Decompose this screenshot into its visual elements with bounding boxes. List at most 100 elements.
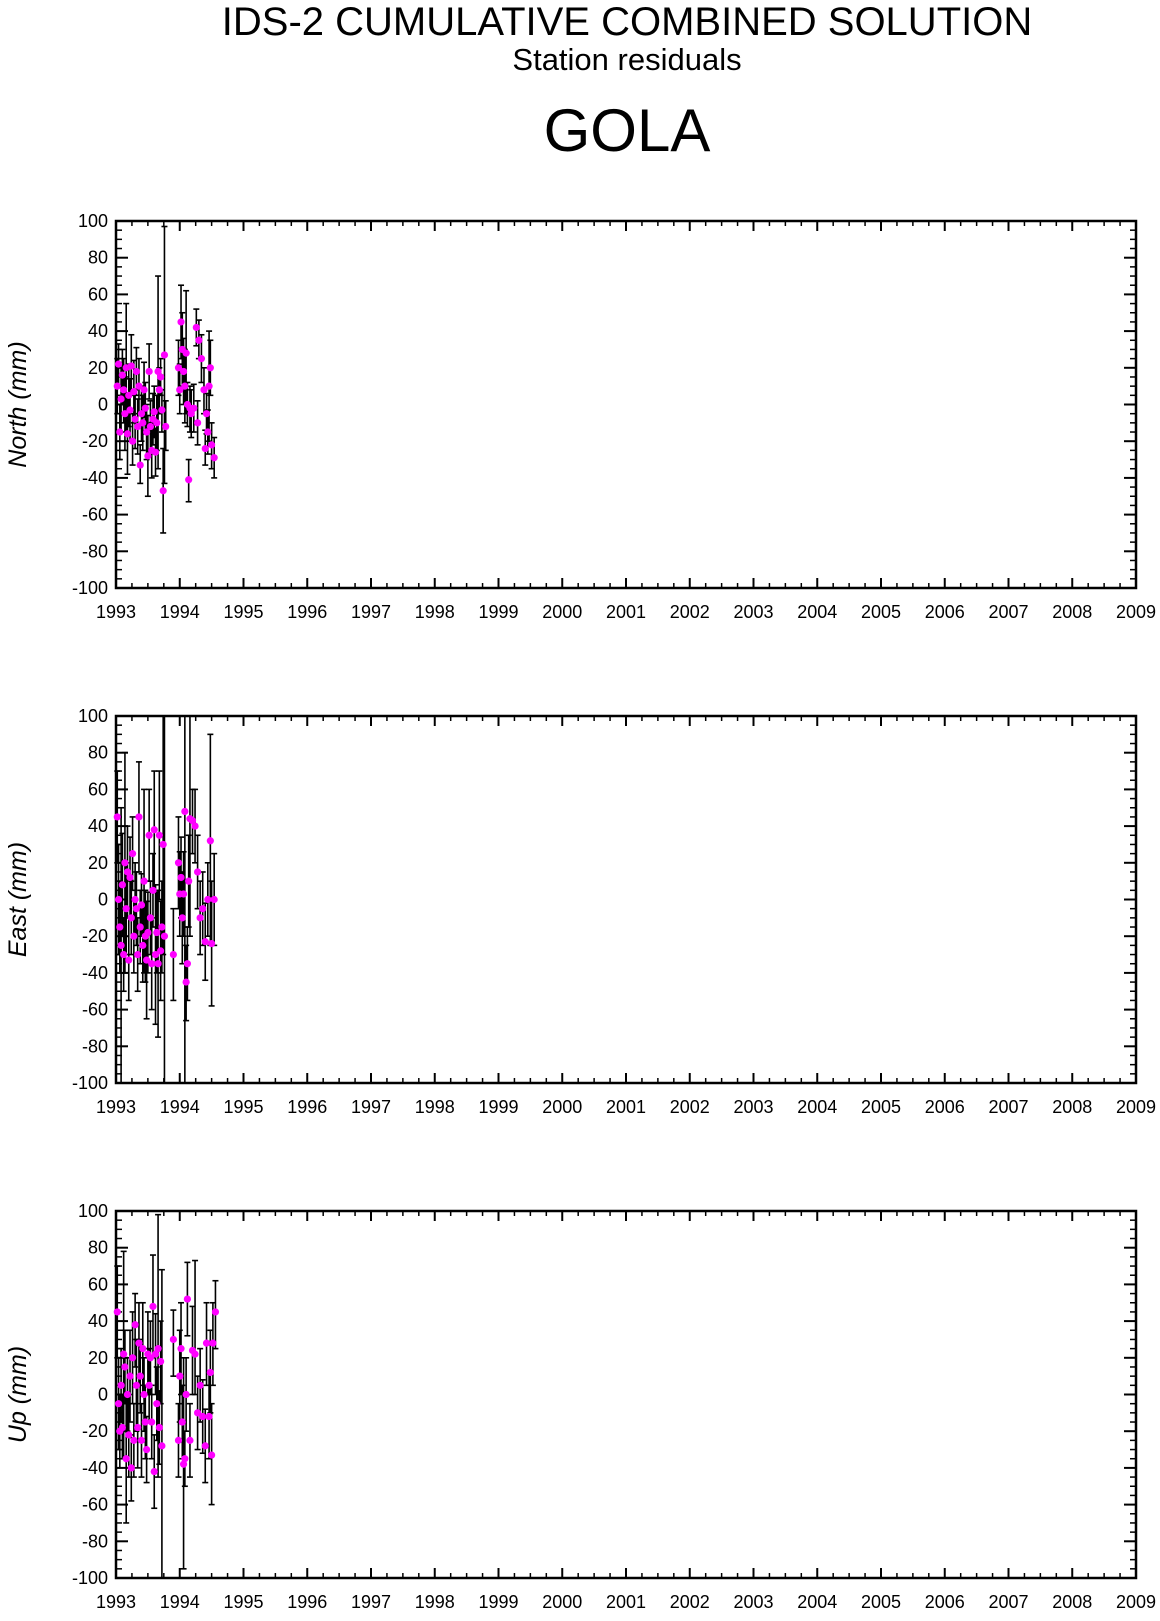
data-point [131, 895, 139, 904]
data-point [191, 1350, 199, 1358]
data-point [206, 1368, 214, 1377]
y-tick-label: 0 [98, 890, 108, 910]
x-tick-label: 2001 [606, 602, 646, 622]
data-point [128, 850, 137, 858]
data-point [209, 1339, 217, 1347]
y-tick-label: 20 [88, 358, 108, 378]
data-point [186, 1436, 194, 1444]
data-point [206, 364, 214, 372]
y-tick-label: -40 [82, 963, 108, 983]
y-tick-label: 80 [88, 743, 108, 763]
x-tick-label: 2006 [925, 602, 965, 622]
y-axis-label: North (mm) [4, 341, 32, 467]
data-point [162, 422, 170, 431]
data-point [192, 323, 200, 332]
data-point [132, 905, 140, 913]
data-point [113, 813, 121, 821]
data-point [182, 349, 190, 357]
x-tick-label: 2003 [733, 1097, 773, 1117]
page-title: IDS-2 CUMULATIVE COMBINED SOLUTION [221, 0, 1033, 44]
y-tick-label: 100 [78, 211, 108, 231]
data-point [160, 351, 169, 359]
data-point [150, 1467, 158, 1476]
data-point [205, 382, 213, 390]
data-point [135, 1339, 143, 1347]
data-point [148, 1418, 156, 1426]
data-point [136, 923, 144, 931]
x-tick-label: 2002 [670, 1097, 710, 1117]
data-point [116, 428, 124, 436]
data-point [114, 360, 123, 368]
data-point [181, 382, 189, 390]
x-tick-label: 2005 [861, 1097, 901, 1117]
y-tick-label: -80 [82, 1531, 108, 1551]
data-point [196, 1381, 204, 1389]
data-point [202, 1339, 211, 1347]
data-point [153, 419, 161, 427]
x-tick-label: 2007 [988, 1097, 1028, 1117]
data-point [141, 1418, 149, 1426]
data-point [177, 318, 185, 326]
data-point [174, 859, 183, 867]
data-point [135, 382, 143, 390]
data-point [155, 1423, 163, 1432]
x-tick-label: 1999 [478, 1592, 518, 1612]
data-point [127, 914, 135, 922]
data-point [160, 932, 169, 940]
data-point [197, 355, 206, 363]
x-tick-label: 1999 [478, 602, 518, 622]
data-point [205, 1412, 213, 1421]
data-point [179, 367, 188, 376]
y-tick-label: -60 [82, 1000, 108, 1020]
data-point [146, 914, 155, 922]
x-tick-label: 2004 [797, 1097, 837, 1117]
data-point [195, 336, 203, 344]
y-tick-label: 20 [88, 1348, 108, 1368]
data-point [194, 1409, 202, 1417]
data-point [199, 905, 207, 913]
data-point [136, 461, 144, 469]
data-point [132, 367, 140, 376]
data-point [154, 960, 162, 968]
data-point [187, 410, 195, 418]
data-point [144, 452, 152, 460]
panel-east: 1993 1994 1995 1996 1997 1998 1999 2000 2001 2002… [4, 706, 1156, 1117]
x-tick-label: 2001 [606, 1097, 646, 1117]
plot-frame [114, 219, 1138, 590]
y-tick-label: -80 [82, 1036, 108, 1056]
data-point [169, 950, 177, 959]
data-point [123, 1390, 132, 1399]
x-tick-label: 1993 [96, 1592, 136, 1612]
data-point [169, 1335, 177, 1344]
data-point [183, 1295, 191, 1303]
x-tick-label: 2000 [542, 1097, 582, 1117]
data-point [140, 877, 148, 885]
data-point [154, 367, 162, 376]
data-point [149, 1302, 157, 1311]
data-point [143, 1445, 151, 1454]
data-point [157, 373, 165, 381]
data-point [118, 371, 126, 379]
data-point [157, 947, 165, 955]
data-point [131, 1321, 139, 1329]
data-point [136, 1372, 144, 1380]
y-tick-label: -100 [72, 578, 108, 598]
data-point [139, 419, 147, 427]
y-tick-label: 80 [88, 1238, 108, 1258]
data-point [179, 1460, 188, 1468]
data-point [210, 454, 218, 462]
data-point [202, 410, 211, 418]
data-point [113, 1308, 121, 1316]
data-point [125, 391, 133, 399]
data-point [114, 1400, 123, 1408]
x-tick-label: 2004 [797, 602, 837, 622]
error-bar [170, 1309, 177, 1377]
x-tick-label: 2008 [1052, 1592, 1092, 1612]
data-point [200, 386, 208, 394]
x-tick-label: 1995 [223, 1592, 263, 1612]
x-tick-label: 1999 [478, 1097, 518, 1117]
data-point [117, 941, 125, 949]
data-point [134, 422, 142, 431]
data-point [211, 1308, 220, 1316]
